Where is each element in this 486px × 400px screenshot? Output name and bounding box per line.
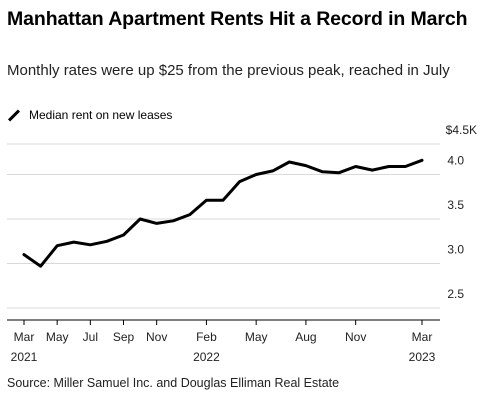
y-axis: $4.5K 4.0 3.5 3.0 2.5 xyxy=(446,123,477,301)
x-tick-label: Sep xyxy=(113,330,135,344)
x-tick-label: Feb xyxy=(196,330,217,344)
series-line-median-rent xyxy=(22,158,424,268)
grid-layer xyxy=(7,143,440,309)
x-tick-label: Jul xyxy=(83,330,98,344)
x-tick-year-label: 2022 xyxy=(193,350,220,364)
y-unit-label: $4.5K xyxy=(446,123,477,137)
series-layer xyxy=(22,158,424,268)
y-tick-label: 4.0 xyxy=(447,154,464,168)
y-tick-label: 2.5 xyxy=(447,287,464,301)
chart-subtitle: Monthly rates were up $25 from the previ… xyxy=(7,62,450,79)
x-tick-year-label: 2023 xyxy=(409,350,436,364)
x-tick-label: Mar xyxy=(14,330,35,344)
chart-title: Manhattan Apartment Rents Hit a Record i… xyxy=(7,8,468,30)
x-tick-label: May xyxy=(245,330,268,344)
legend-label: Median rent on new leases xyxy=(29,108,173,122)
y-tick-label: 3.0 xyxy=(447,243,464,257)
x-tick-label: May xyxy=(46,330,69,344)
x-tick-label: Aug xyxy=(295,330,316,344)
x-tick-label: Nov xyxy=(146,330,167,344)
source-note: Source: Miller Samuel Inc. and Douglas E… xyxy=(7,376,340,390)
legend: Median rent on new leases xyxy=(7,107,172,123)
y-tick-label: 3.5 xyxy=(447,198,464,212)
x-tick-label: Mar xyxy=(412,330,433,344)
x-axis: Mar 2021 May Jul Sep Nov Feb 2022 May Aug Nov Mar 20… xyxy=(7,319,440,364)
x-tick-year-label: 2021 xyxy=(11,350,38,364)
x-tick-label: Nov xyxy=(345,330,366,344)
